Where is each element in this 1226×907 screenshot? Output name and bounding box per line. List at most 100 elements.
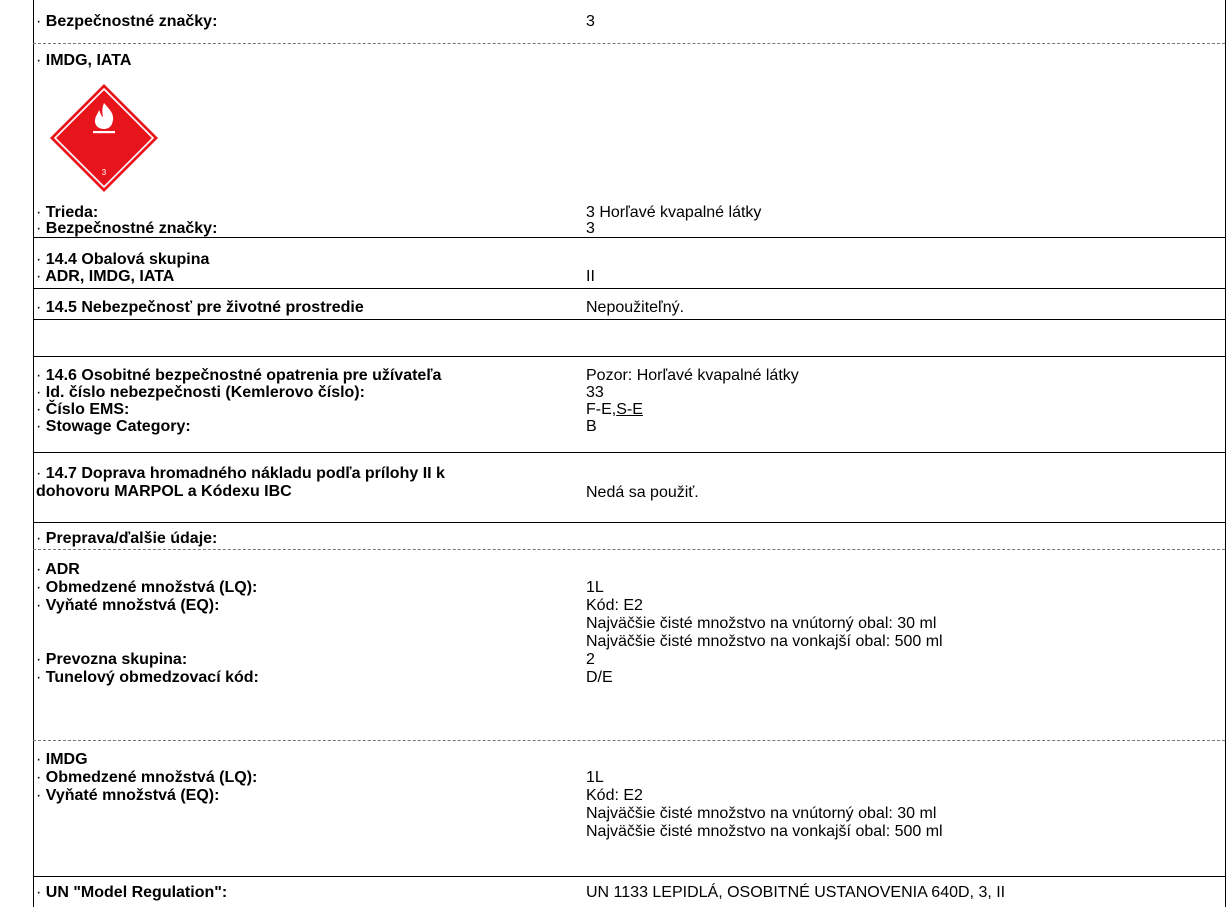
bullet: · xyxy=(36,220,42,237)
bullet: · xyxy=(36,651,42,668)
label-text: Obmedzené množstvá (LQ): xyxy=(45,769,258,786)
label-text: IMDG, IATA xyxy=(45,52,132,69)
label-text: ADR xyxy=(45,561,80,578)
field-label: · Id. číslo nebezpečnosti (Kemlerovo čís… xyxy=(36,383,365,402)
label-text: Číslo EMS: xyxy=(45,401,130,418)
divider-dashed xyxy=(33,740,1225,741)
section-label: · 14.4 Obalová skupina xyxy=(36,250,209,269)
bullet: · xyxy=(36,251,42,268)
bullet: · xyxy=(36,561,42,578)
divider-dashed xyxy=(33,43,1225,44)
bullet: · xyxy=(36,367,42,384)
bullet: · xyxy=(36,204,42,221)
label-text: Bezpečnostné značky: xyxy=(45,13,218,30)
divider xyxy=(33,319,1225,320)
label-text: 14.7 Doprava hromadného nákladu podľa pr… xyxy=(45,465,445,482)
label-text: IMDG xyxy=(45,751,88,768)
field-value: Najväčšie čisté množstvo na vonkajší oba… xyxy=(586,633,943,650)
label-text: Id. číslo nebezpečnosti (Kemlerovo číslo… xyxy=(45,384,365,401)
field-label-continued: dohovoru MARPOL a Kódexu IBC xyxy=(36,483,292,500)
flammable-liquid-placard: 3 xyxy=(50,84,158,192)
field-value: D/E xyxy=(586,669,613,686)
field-label: · Obmedzené množstvá (LQ): xyxy=(36,578,257,597)
field-label: · Vyňaté množstvá (EQ): xyxy=(36,786,219,805)
label-text: Vyňaté množstvá (EQ): xyxy=(45,787,220,804)
label-text: 14.6 Osobitné bezpečnostné opatrenia pre… xyxy=(45,367,442,384)
field-label: · Trieda: xyxy=(36,203,98,222)
table-left-border xyxy=(33,0,34,907)
field-label: · 14.7 Doprava hromadného nákladu podľa … xyxy=(36,464,445,483)
divider xyxy=(33,452,1225,453)
placard-class-number: 3 xyxy=(102,168,107,177)
field-value: Nedá sa použiť. xyxy=(586,484,699,501)
field-label: · Stowage Category: xyxy=(36,417,191,436)
label-text: Tunelový obmedzovací kód: xyxy=(45,669,259,686)
label-text: Trieda: xyxy=(45,204,99,221)
bullet: · xyxy=(36,769,42,786)
field-value: Najväčšie čisté množstvo na vnútorný oba… xyxy=(586,805,937,822)
field-value: Najväčšie čisté množstvo na vnútorný oba… xyxy=(586,615,937,632)
bullet: · xyxy=(36,669,42,686)
label-text: Obmedzené množstvá (LQ): xyxy=(45,579,258,596)
field-value: Kód: E2 xyxy=(586,787,643,804)
bullet: · xyxy=(36,299,42,316)
section-label: · IMDG xyxy=(36,750,88,769)
field-value: II xyxy=(586,268,595,285)
field-value: Kód: E2 xyxy=(586,597,643,614)
divider xyxy=(33,876,1225,877)
bullet: · xyxy=(36,884,42,901)
section-label: · IMDG, IATA xyxy=(36,51,131,70)
field-value: 2 xyxy=(586,651,595,668)
ems-fire-code: F-E, xyxy=(586,401,617,418)
bullet: · xyxy=(36,384,42,401)
bullet: · xyxy=(36,751,42,768)
field-value: 1L xyxy=(586,769,604,786)
divider xyxy=(33,356,1225,357)
divider xyxy=(33,288,1225,289)
field-value: 1L xyxy=(586,579,604,596)
bullet: · xyxy=(36,13,42,30)
field-value: 3 xyxy=(586,13,595,30)
label-text: ADR, IMDG, IATA xyxy=(45,268,175,285)
field-label: · Bezpečnostné značky: xyxy=(36,12,217,31)
field-value: 3 xyxy=(586,220,595,237)
label-text: Stowage Category: xyxy=(45,418,191,435)
field-value: B xyxy=(586,418,597,435)
field-value: Pozor: Horľavé kvapalné látky xyxy=(586,367,799,384)
bullet: · xyxy=(36,465,42,482)
bullet: · xyxy=(36,579,42,596)
field-value: Najväčšie čisté množstvo na vonkajší oba… xyxy=(586,823,943,840)
field-value: F-E,S-E xyxy=(586,400,643,419)
field-value: Nepoužiteľný. xyxy=(586,299,685,316)
label-text: 14.5 Nebezpečnosť pre životné prostredie xyxy=(45,299,364,316)
flame-icon xyxy=(93,103,115,134)
field-label: · Obmedzené množstvá (LQ): xyxy=(36,768,257,787)
field-label: · Číslo EMS: xyxy=(36,400,129,419)
bullet: · xyxy=(36,530,42,547)
field-label: · Bezpečnostné značky: xyxy=(36,219,217,238)
field-label: · 14.5 Nebezpečnosť pre životné prostred… xyxy=(36,298,364,317)
section-label: · Preprava/ďalšie údaje: xyxy=(36,529,217,548)
label-text: Preprava/ďalšie údaje: xyxy=(45,530,218,547)
bullet: · xyxy=(36,418,42,435)
divider-dashed xyxy=(33,549,1225,550)
field-label: · UN "Model Regulation": xyxy=(36,883,227,902)
field-value: UN 1133 LEPIDLÁ, OSOBITNÉ USTANOVENIA 64… xyxy=(586,884,1006,901)
field-label: · ADR, IMDG, IATA xyxy=(36,267,174,286)
label-text: Prevozna skupina: xyxy=(45,651,188,668)
field-label: · Prevozna skupina: xyxy=(36,650,187,669)
divider xyxy=(33,522,1225,523)
placard-diamond xyxy=(50,84,158,192)
bullet: · xyxy=(36,597,42,614)
placard-border xyxy=(53,87,155,189)
field-value: 3 Horľavé kvapalné látky xyxy=(586,204,762,221)
ems-spill-code: S-E xyxy=(616,401,643,418)
label-text: UN "Model Regulation": xyxy=(45,884,228,901)
label-text: 14.4 Obalová skupina xyxy=(45,251,210,268)
label-text: Bezpečnostné značky: xyxy=(45,220,218,237)
field-label: · 14.6 Osobitné bezpečnostné opatrenia p… xyxy=(36,366,441,385)
field-value: 33 xyxy=(586,384,604,401)
divider xyxy=(33,237,1225,238)
field-label: · Vyňaté množstvá (EQ): xyxy=(36,596,219,615)
